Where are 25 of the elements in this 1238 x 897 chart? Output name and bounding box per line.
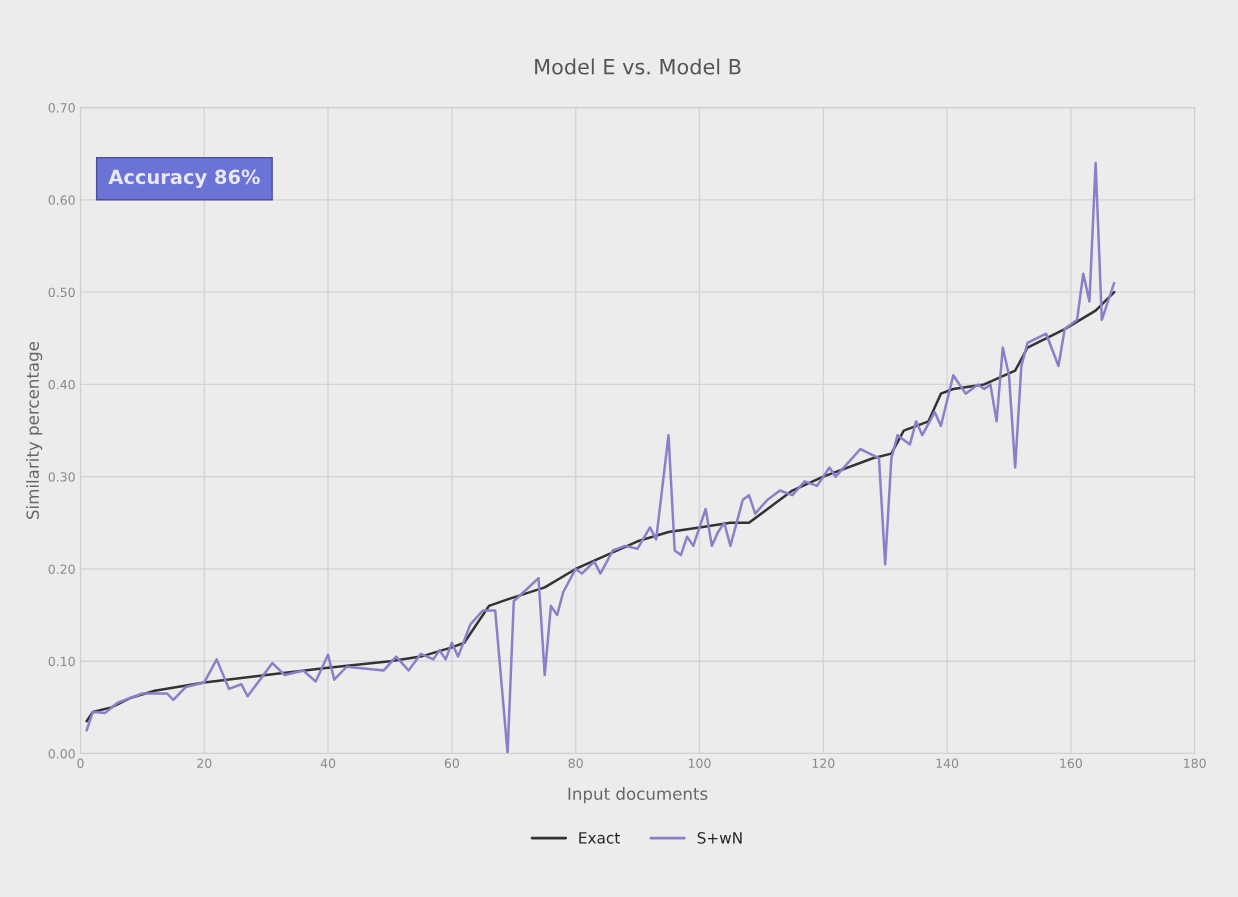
y-axis-title: Similarity percentage [26,341,43,519]
x-tick-label: 0 [77,758,84,769]
legend-label: Exact [579,832,620,844]
x-tick-label: 120 [812,758,835,769]
y-tick-label: 0.20 [48,564,75,574]
x-tick-label: 140 [936,758,959,769]
x-tick-label: 20 [197,758,212,769]
y-tick-label: 0.40 [48,379,75,390]
x-tick-label: 180 [1184,758,1206,769]
x-tick-label: 60 [444,758,459,769]
x-axis-title: Input documents [568,787,708,804]
annotation: Accuracy 86% [108,169,260,189]
line-series [85,161,1116,754]
y-tick-label: 0.50 [48,287,75,298]
y-tick-label: 0.70 [48,103,75,113]
y-tick-label: 0.00 [48,748,75,759]
x-tick-label: 40 [320,758,336,769]
y-tick-label: 0.60 [48,195,75,205]
legend-label: S+wN [697,832,742,844]
x-tick-label: 100 [688,758,711,769]
y-tick-label: 0.30 [48,472,75,482]
chart-title: Model E vs. Model B [535,58,741,75]
x-tick-label: 80 [568,758,583,769]
y-tick-label: 0.10 [48,656,75,667]
x-tick-label: 160 [1060,758,1082,769]
